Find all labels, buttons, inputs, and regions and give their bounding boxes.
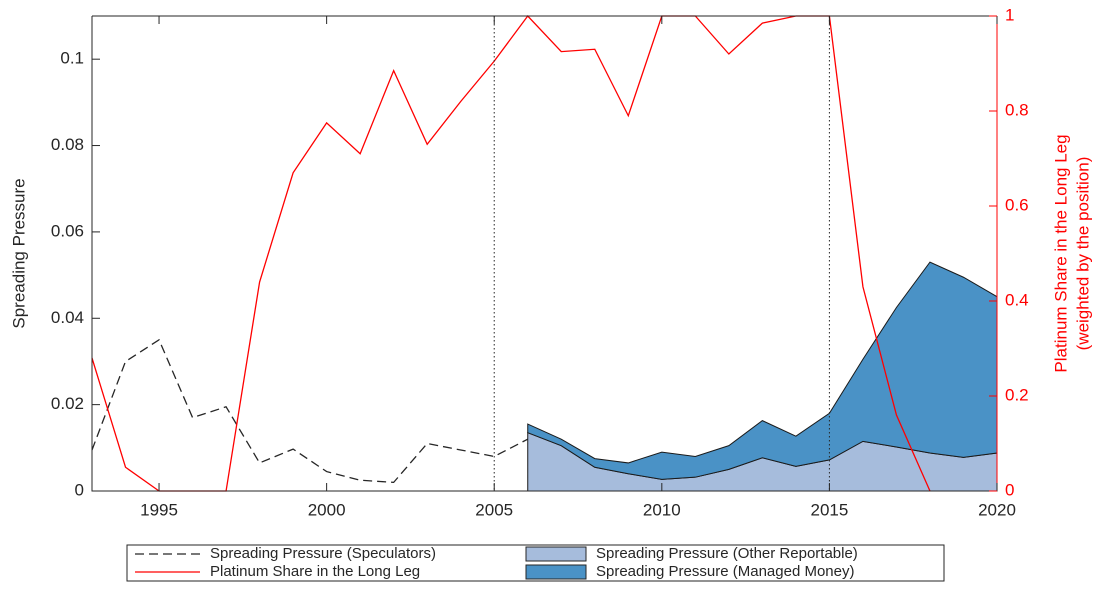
legend-label: Spreading Pressure (Other Reportable) bbox=[596, 545, 858, 562]
y-tick-label: 0.08 bbox=[51, 135, 84, 154]
y2-axis-label: Platinum Share in the Long Leg bbox=[1051, 134, 1070, 372]
y2-tick-label: 0.8 bbox=[1005, 100, 1029, 119]
legend-label: Spreading Pressure (Speculators) bbox=[210, 545, 436, 562]
legend-swatch bbox=[525, 564, 587, 580]
y-tick-label: 0.04 bbox=[51, 308, 84, 327]
x-tick-label: 2015 bbox=[810, 500, 848, 519]
x-tick-label: 2020 bbox=[978, 500, 1016, 519]
y-tick-label: 0.1 bbox=[60, 49, 84, 68]
legend-swatch bbox=[525, 546, 587, 562]
y2-axis-label: (weighted by the position) bbox=[1073, 157, 1092, 351]
y-tick-label: 0.02 bbox=[51, 394, 84, 413]
y2-tick-label: 0.4 bbox=[1005, 290, 1029, 309]
legend: Spreading Pressure (Speculators)Platinum… bbox=[126, 544, 945, 582]
line bbox=[91, 338, 529, 484]
y-axis-label: Spreading Pressure bbox=[9, 178, 28, 328]
x-tick-label: 2005 bbox=[475, 500, 513, 519]
y2-tick-label: 0.6 bbox=[1005, 195, 1029, 214]
y-tick-label: 0.06 bbox=[51, 221, 84, 240]
area bbox=[527, 261, 998, 480]
y2-tick-label: 1 bbox=[1005, 5, 1014, 24]
x-tick-label: 2010 bbox=[643, 500, 681, 519]
legend-label: Platinum Share in the Long Leg bbox=[210, 563, 420, 580]
x-tick-label: 2000 bbox=[308, 500, 346, 519]
y2-tick-label: 0.2 bbox=[1005, 385, 1029, 404]
x-tick-label: 1995 bbox=[140, 500, 178, 519]
legend-label: Spreading Pressure (Managed Money) bbox=[596, 563, 854, 580]
y2-tick-label: 0 bbox=[1005, 480, 1014, 499]
y-tick-label: 0 bbox=[75, 480, 84, 499]
line bbox=[91, 14, 931, 492]
